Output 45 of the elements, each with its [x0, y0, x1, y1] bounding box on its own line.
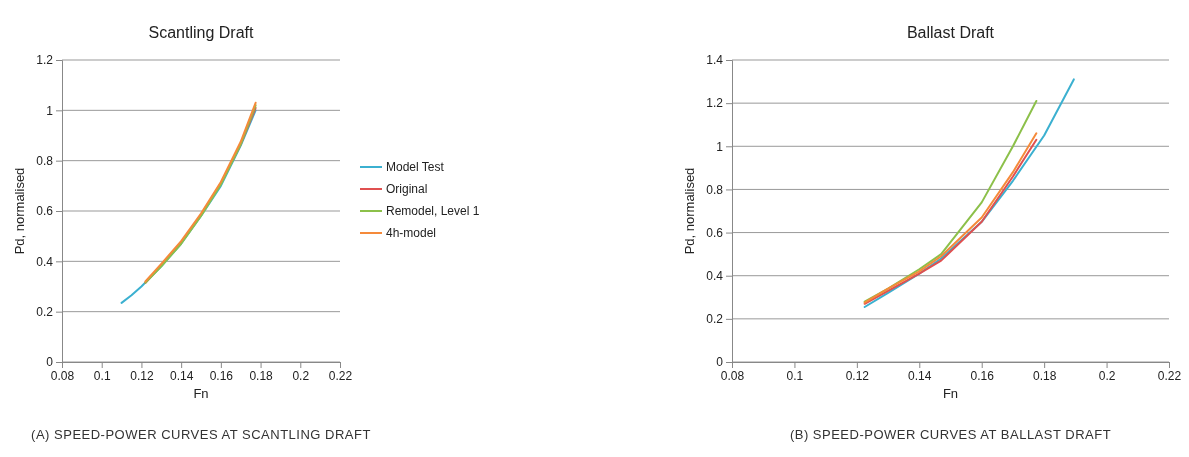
x-tick-label: 0.22: [1157, 368, 1182, 383]
y-tick-label: 0.6: [706, 225, 724, 240]
x-tick-label: 0.16: [209, 368, 234, 383]
text: (B) SPEED-POWER CURVES AT BALLAST DRAFT: [789, 427, 1112, 442]
x-tick-label: 0.08: [720, 368, 745, 383]
x-axis-title: Fn: [193, 386, 209, 401]
chart-title: Scantling Draft: [148, 24, 255, 41]
y-tick-label: 0.2: [706, 312, 724, 327]
x-tick-label: 0.08: [50, 368, 75, 383]
x-tick-label: 0.22: [328, 368, 353, 383]
y-tick-label: 0: [46, 355, 54, 370]
legend-label: Original: [386, 182, 428, 196]
legend-label: Remodel, Level 1: [386, 204, 480, 218]
chart-title: Ballast Draft: [906, 24, 995, 41]
y-tick-label: 0: [716, 355, 724, 370]
line-series: [863, 99, 1038, 303]
y-tick-label: 0.8: [706, 182, 724, 197]
y-tick-label: 1.2: [36, 53, 54, 68]
line-series: [863, 78, 1075, 308]
x-tick-label: 0.16: [970, 368, 995, 383]
y-tick-label: 1.4: [706, 53, 724, 68]
text: (A) SPEED-POWER CURVES AT SCANTLING DRAFT: [31, 427, 371, 442]
x-tick-label: 0.14: [908, 368, 932, 383]
x-tick-label: 0.18: [1032, 368, 1057, 383]
y-tick-label: 1: [46, 103, 54, 118]
x-tick-label: 0.12: [845, 368, 870, 383]
y-tick-label: 0.4: [706, 269, 724, 284]
y-tick-label: 1: [716, 139, 724, 154]
y-tick-label: 0.2: [36, 305, 54, 320]
x-tick-label: 0.2: [292, 368, 310, 383]
legend-label: Model Test: [386, 160, 445, 174]
y-tick-label: 1.2: [706, 96, 724, 111]
y-tick-label: 0.6: [36, 204, 54, 219]
x-tick-label: 0.1: [93, 368, 111, 383]
y-tick-label: 0.4: [36, 254, 54, 269]
x-tick-label: 0.2: [1098, 368, 1116, 383]
x-tick-label: 0.12: [130, 368, 154, 383]
x-tick-label: 0.14: [169, 368, 194, 383]
x-axis-title: Fn: [942, 386, 959, 401]
x-tick-label: 0.18: [249, 368, 274, 383]
y-axis-title: Pd, normalised: [12, 167, 27, 255]
x-tick-label: 0.1: [786, 368, 804, 383]
y-tick-label: 0.8: [36, 154, 54, 169]
legend-label: 4h-model: [386, 226, 437, 240]
y-axis-title: Pd, normalised: [682, 167, 697, 255]
